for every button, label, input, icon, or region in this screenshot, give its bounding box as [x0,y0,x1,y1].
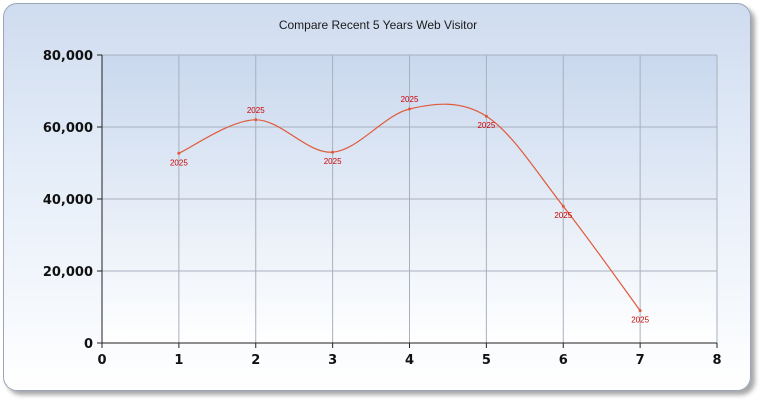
data-point [254,118,258,122]
data-point [484,114,488,118]
data-label: 2025 [554,211,572,220]
x-tick-label: 2 [251,353,260,368]
data-point [408,107,411,111]
data-point [331,150,335,154]
y-tick-label: 60,000 [43,121,93,136]
data-label: 2025 [247,106,265,115]
data-label: 2025 [324,157,342,166]
y-tick-label: 20,000 [43,265,93,280]
x-tick-label: 4 [405,353,414,368]
x-tick-label: 6 [559,353,568,368]
y-tick-label: 80,000 [43,49,93,64]
data-label: 2025 [170,158,188,167]
y-tick-label: 0 [84,337,93,352]
x-tick-label: 3 [328,353,337,368]
x-tick-label: 7 [636,353,645,368]
data-point [177,151,181,155]
x-tick-label: 8 [712,353,721,368]
data-point [638,309,642,313]
data-label: 2025 [401,95,419,104]
y-tick-label: 40,000 [43,193,93,208]
x-tick-label: 1 [174,353,183,368]
x-tick-label: 5 [482,353,491,368]
x-tick-label: 0 [97,353,106,368]
data-label: 2025 [631,316,649,325]
data-point [561,204,565,208]
chart-title: Compare Recent 5 Years Web Visitor [278,18,478,32]
data-label: 2025 [477,121,495,130]
